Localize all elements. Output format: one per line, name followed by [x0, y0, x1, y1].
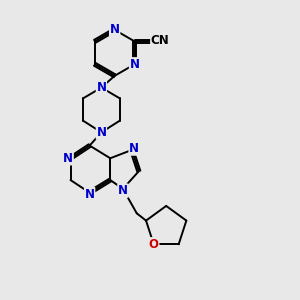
- Text: N: N: [110, 23, 120, 36]
- Text: N: N: [96, 81, 106, 94]
- Text: N: N: [85, 188, 94, 201]
- Text: O: O: [149, 238, 159, 251]
- Text: N: N: [130, 58, 140, 71]
- Text: N: N: [129, 142, 139, 155]
- Text: N: N: [63, 152, 73, 165]
- Text: CN: CN: [151, 34, 170, 47]
- Text: N: N: [118, 184, 128, 197]
- Text: N: N: [96, 126, 106, 139]
